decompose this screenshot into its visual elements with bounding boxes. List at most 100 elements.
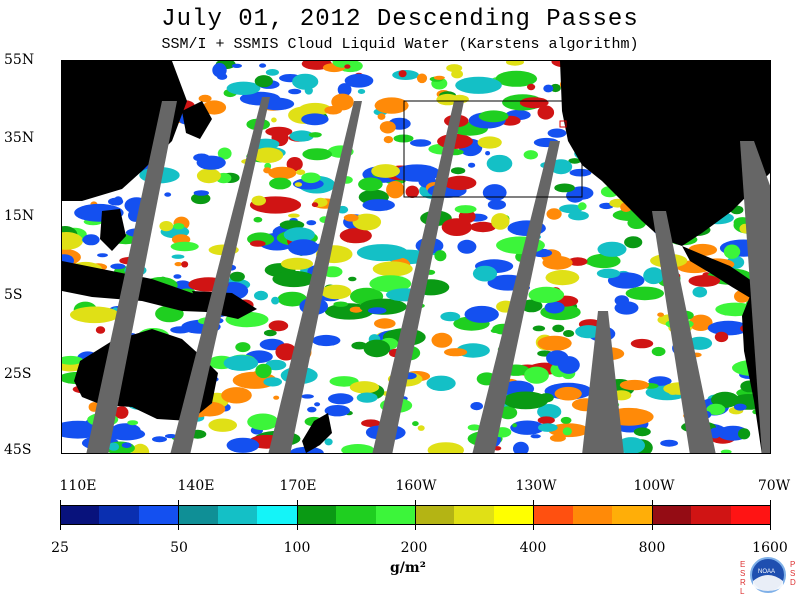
colorbar-tick bbox=[533, 500, 535, 530]
cloud-patch bbox=[524, 366, 549, 384]
cloud-patch bbox=[723, 244, 741, 259]
land-asia bbox=[62, 61, 187, 201]
colorbar-swatch bbox=[217, 505, 258, 525]
cloud-patch bbox=[487, 199, 506, 210]
cloud-patch bbox=[131, 443, 150, 453]
colorbar-swatch bbox=[533, 505, 574, 525]
cloud-patch bbox=[62, 232, 83, 250]
cloud-patch bbox=[226, 437, 260, 453]
cloud-patch bbox=[562, 427, 572, 436]
cloud-patch bbox=[470, 221, 496, 233]
cloud-patch bbox=[546, 350, 569, 366]
cloud-patch bbox=[440, 311, 461, 322]
cloud-patch bbox=[374, 318, 396, 329]
cloud-patch bbox=[643, 267, 664, 285]
cloud-patch bbox=[339, 228, 372, 244]
cloud-patch bbox=[455, 76, 502, 94]
cloud-patch bbox=[470, 402, 484, 411]
cloud-patch bbox=[110, 263, 126, 270]
cloud-patch bbox=[312, 334, 341, 347]
cloud-patch bbox=[254, 75, 273, 88]
cloud-patch bbox=[283, 227, 315, 243]
colorbar-swatch bbox=[138, 505, 179, 525]
cloud-patch bbox=[569, 168, 592, 177]
cloud-patch bbox=[506, 61, 524, 66]
cloud-patch bbox=[247, 413, 279, 431]
cloud-patch bbox=[235, 342, 251, 353]
cloud-patch bbox=[537, 335, 572, 351]
logo-letter: E bbox=[740, 560, 745, 569]
cloud-patch bbox=[472, 265, 498, 282]
region-box bbox=[403, 100, 583, 198]
cloud-patch bbox=[198, 94, 212, 103]
orbit-gaps bbox=[86, 97, 770, 453]
cloud-patch bbox=[268, 320, 289, 332]
lat-label-25s: 25S bbox=[4, 366, 32, 382]
map-canvas bbox=[62, 61, 770, 453]
colorbar-swatch bbox=[375, 505, 416, 525]
cloud-patch bbox=[369, 275, 412, 293]
land-indonesia bbox=[62, 261, 232, 313]
cloud-patch bbox=[82, 234, 100, 246]
cloud-patch bbox=[633, 427, 651, 437]
cloud-patch bbox=[519, 97, 549, 109]
cloud-patch bbox=[367, 307, 387, 314]
cloud-patch bbox=[329, 376, 359, 387]
cloud-patch bbox=[706, 403, 726, 415]
cloud-patch bbox=[344, 64, 351, 69]
cloud-patch bbox=[362, 199, 395, 212]
cloud-patch bbox=[127, 420, 139, 426]
logo-letter: R bbox=[740, 578, 746, 587]
cloud-patch bbox=[273, 395, 280, 400]
cloud-patch bbox=[331, 93, 354, 111]
orbit-gap bbox=[268, 101, 362, 453]
cloud-patch bbox=[239, 91, 281, 106]
logo-letter: D bbox=[790, 578, 796, 587]
cloud-patch bbox=[308, 132, 322, 138]
cloud-patch bbox=[412, 421, 419, 427]
cloud-patch bbox=[289, 130, 314, 142]
cloud-patch bbox=[174, 262, 183, 267]
cloud-patch bbox=[279, 220, 305, 230]
cloud-patch bbox=[333, 301, 349, 307]
cloud-patch bbox=[271, 296, 280, 305]
cloud-patch bbox=[265, 126, 293, 137]
cloud-patch bbox=[108, 442, 120, 451]
colorbar-swatch bbox=[415, 505, 455, 525]
cloud-patch bbox=[324, 405, 350, 417]
cloud-patch bbox=[208, 418, 237, 432]
cloud-patch bbox=[152, 436, 167, 443]
cloud-patch bbox=[298, 102, 332, 116]
cloud-patch bbox=[324, 438, 333, 446]
cloud-patch bbox=[689, 314, 713, 331]
cloud-patch bbox=[482, 184, 507, 202]
cloud-patch bbox=[314, 402, 321, 407]
cloud-patch bbox=[231, 63, 242, 68]
cloud-patch bbox=[478, 110, 509, 123]
cloud-patch bbox=[549, 159, 573, 175]
cloud-patch bbox=[344, 73, 374, 88]
cloud-patch bbox=[341, 444, 375, 453]
colorbar-label: 25 bbox=[51, 540, 69, 556]
cloud-patch bbox=[630, 338, 654, 349]
cloud-patch bbox=[202, 100, 227, 115]
cloud-patch bbox=[468, 162, 476, 168]
cloud-patch bbox=[444, 348, 468, 357]
lon-label-70w: 70W bbox=[757, 478, 791, 494]
cloud-patch bbox=[255, 363, 272, 379]
cloud-patch bbox=[490, 328, 500, 333]
cloud-patch bbox=[108, 197, 124, 206]
cloud-patch bbox=[217, 147, 232, 160]
cloud-patch bbox=[253, 216, 263, 223]
cloud-patch bbox=[271, 117, 277, 123]
cloud-patch bbox=[259, 63, 267, 68]
cloud-patch bbox=[254, 290, 268, 301]
cloud-patch bbox=[398, 70, 407, 78]
cloud-patch bbox=[538, 423, 558, 432]
cloud-patch bbox=[311, 202, 319, 208]
cloud-patch bbox=[328, 393, 354, 405]
cloud-patch bbox=[417, 425, 425, 431]
orbit-gap bbox=[652, 211, 716, 453]
lon-label-170e: 170E bbox=[279, 478, 317, 494]
cloud-patch bbox=[357, 89, 366, 94]
